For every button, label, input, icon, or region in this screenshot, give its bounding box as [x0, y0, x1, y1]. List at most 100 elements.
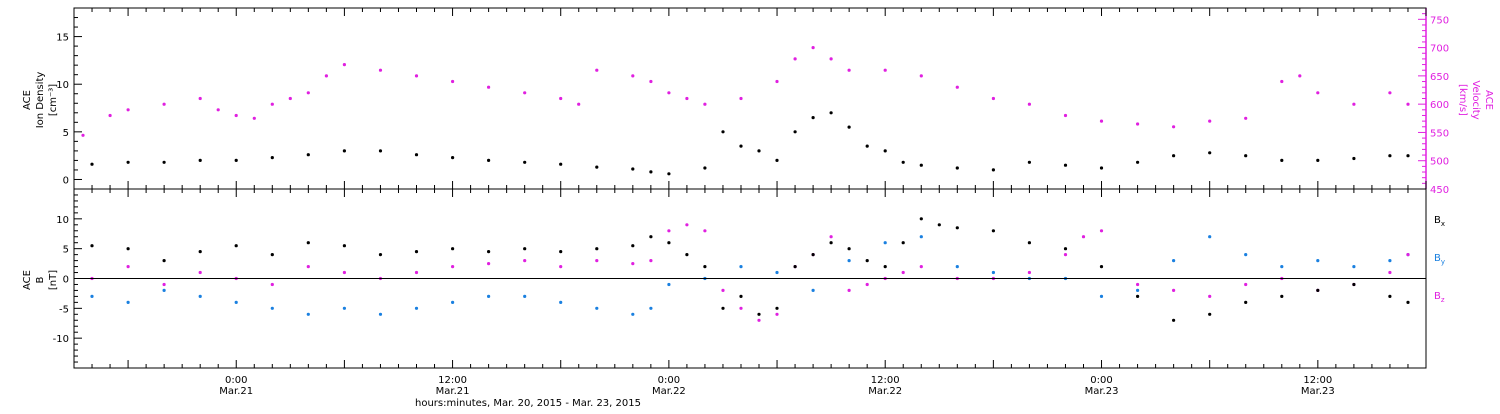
- velocity-point: [1063, 113, 1068, 118]
- by-point: [342, 306, 346, 310]
- bz-point: [306, 265, 310, 269]
- density-point: [649, 170, 653, 174]
- bx-point: [306, 241, 310, 245]
- velocity-point: [324, 74, 328, 78]
- bx-point: [703, 265, 707, 269]
- bx-point: [595, 247, 599, 251]
- top-panel-frame: [73, 7, 1427, 190]
- bx-point: [901, 241, 905, 245]
- x-tick-time-label: 0:00: [658, 375, 680, 386]
- bz-point: [1099, 229, 1104, 233]
- b-field-tick-label: -10: [53, 334, 69, 345]
- bz-point: [865, 282, 869, 287]
- by-point: [378, 312, 383, 316]
- density-point: [757, 149, 761, 153]
- by-series: [90, 235, 1410, 316]
- density-point: [811, 116, 815, 120]
- by-point: [270, 306, 274, 310]
- velocity-axis-label-2: Velocity: [1470, 80, 1481, 119]
- by-point: [1316, 259, 1320, 263]
- bx-point: [451, 247, 455, 251]
- bz-point: [901, 270, 905, 275]
- velocity-point: [523, 91, 527, 95]
- density-point: [595, 165, 599, 169]
- bx-point: [1172, 318, 1176, 322]
- bx-point: [757, 312, 761, 316]
- x-tick-date-label: Mar.21: [219, 386, 253, 397]
- x-tick-time-label: 0:00: [225, 375, 247, 386]
- velocity-point: [1352, 102, 1356, 106]
- legend-bx-label: B: [1434, 215, 1441, 226]
- bx-point: [414, 250, 419, 254]
- bx-point: [793, 265, 797, 269]
- velocity-point: [667, 91, 671, 95]
- svg-text:Bz: Bz: [1434, 291, 1445, 304]
- bx-point: [829, 241, 833, 245]
- density-point: [793, 130, 797, 134]
- velocity-point: [595, 68, 599, 72]
- x-tick-time-label: 12:00: [871, 375, 900, 386]
- velocity-point: [270, 102, 274, 106]
- bz-point: [1081, 235, 1086, 239]
- density-point: [451, 156, 455, 160]
- density-point: [1388, 154, 1392, 158]
- velocity-point: [955, 85, 959, 89]
- density-axis-label-3: [cm⁻³]: [48, 84, 59, 116]
- density-axis-label-2: Ion Density: [35, 72, 46, 129]
- by-point: [162, 288, 166, 292]
- bz-point: [685, 223, 689, 227]
- bottom-panel: -10 -5 0 5 10 ACE B [nT] Bx By Bz: [22, 188, 1445, 369]
- bx-point: [631, 244, 635, 248]
- bz-point: [342, 270, 346, 275]
- density-point: [1406, 154, 1410, 158]
- density-tick-label: 5: [63, 128, 69, 139]
- legend-bz-sub: z: [1441, 296, 1445, 304]
- velocity-point: [216, 108, 220, 112]
- bx-point: [649, 235, 653, 239]
- density-point: [1352, 156, 1356, 161]
- bz-point: [451, 265, 455, 269]
- velocity-point: [1316, 91, 1320, 95]
- legend-by: By: [1434, 253, 1445, 266]
- by-point: [306, 312, 310, 316]
- bx-point: [883, 265, 887, 269]
- density-tick-label: 10: [56, 80, 69, 91]
- density-point: [739, 144, 743, 148]
- velocity-point: [991, 96, 996, 101]
- density-point: [234, 158, 238, 162]
- by-point: [847, 259, 851, 263]
- velocity-point: [1244, 116, 1248, 120]
- velocity-tick-label: 650: [1430, 72, 1449, 83]
- bx-series: [90, 217, 1410, 322]
- by-point: [198, 294, 202, 298]
- bx-point: [162, 259, 166, 263]
- velocity-point: [1136, 122, 1140, 126]
- b-field-axis-label-3: [nT]: [48, 270, 59, 290]
- velocity-tick-label: 700: [1430, 44, 1449, 55]
- density-point: [775, 158, 779, 162]
- density-point: [342, 149, 346, 153]
- bx-point: [378, 253, 383, 257]
- by-point: [523, 294, 527, 298]
- time-axis-caption: hours:minutes, Mar. 20, 2015 - Mar. 23, …: [415, 398, 641, 409]
- x-tick-date-label: Mar.22: [868, 386, 902, 397]
- bx-point: [1208, 312, 1212, 316]
- velocity-point: [559, 96, 563, 101]
- legend-bz-label: B: [1434, 291, 1441, 302]
- bx-point: [991, 229, 996, 233]
- density-point: [1027, 160, 1031, 164]
- x-tick-date-label: Mar.23: [1301, 386, 1335, 397]
- velocity-point: [288, 96, 292, 101]
- velocity-point: [1298, 74, 1302, 78]
- bz-point: [667, 229, 671, 233]
- bz-point: [721, 288, 725, 292]
- velocity-tick-label: 750: [1430, 15, 1449, 26]
- bz-point: [757, 318, 761, 322]
- bx-point: [126, 247, 130, 251]
- velocity-point: [81, 133, 85, 137]
- velocity-point: [378, 68, 383, 72]
- density-axis: 0 5 10 15: [56, 17, 82, 186]
- bx-point: [1406, 300, 1410, 304]
- x-tick-time-label: 12:00: [1303, 375, 1332, 386]
